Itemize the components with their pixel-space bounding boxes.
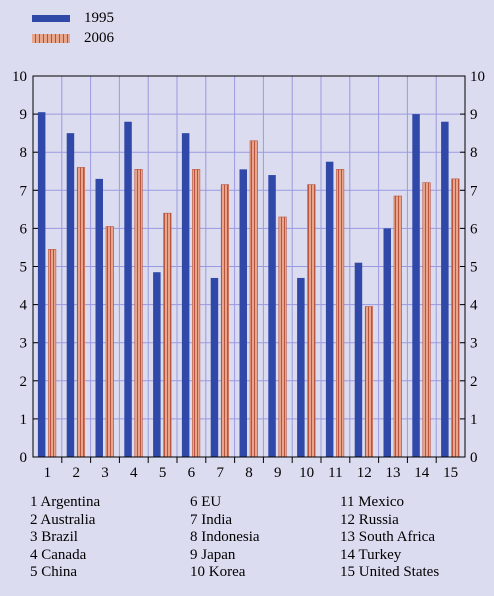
y-tick-label-left: 4 xyxy=(20,298,28,314)
bar-2006 xyxy=(163,212,172,458)
bar-1995 xyxy=(37,112,46,457)
bar-1995 xyxy=(383,228,391,457)
bar-2006 xyxy=(220,184,229,458)
y-tick-label-right: 2 xyxy=(470,374,478,390)
bar-2006 xyxy=(48,249,57,458)
category-key-item: 6 EU xyxy=(190,494,222,510)
bar-1995 xyxy=(354,262,363,457)
y-tick-label-right: 8 xyxy=(470,145,478,161)
y-tick-label-right: 10 xyxy=(470,69,485,85)
x-tick-label: 6 xyxy=(188,465,196,481)
bar-1995 xyxy=(268,175,276,457)
axis-labels: 0 01 12 23 34 45 56 67 78 89 910 101 2 3 4 5 6 7 8 9 10 11 12 1… xyxy=(12,69,485,481)
x-tick-label: 5 xyxy=(159,465,167,481)
category-key-column-2: 6 EU 7 India 8 Indonesia 9 Japan 10 Kore… xyxy=(190,494,340,582)
x-tick-label: 2 xyxy=(72,465,80,481)
bar-2006 xyxy=(192,169,201,458)
y-tick-label-left: 10 xyxy=(12,69,27,85)
legend-item-2006: 2006 xyxy=(32,28,114,48)
grid-lines xyxy=(33,76,465,457)
category-key-item: 15 United States xyxy=(340,564,440,580)
axis-ticks xyxy=(33,75,465,463)
x-tick-label: 14 xyxy=(414,465,430,481)
bar-1995 xyxy=(297,277,305,457)
bar-1995 xyxy=(124,121,132,457)
category-key-column-1: 1 Argentina 2 Australia 3 Brazil 4 Canad… xyxy=(30,494,190,582)
bar-1995 xyxy=(66,133,75,457)
bar-1995 xyxy=(95,178,103,457)
category-key-item: 8 Indonesia xyxy=(190,529,260,545)
y-tick-label-left: 1 xyxy=(20,412,28,428)
y-tick-label-left: 0 xyxy=(20,450,28,466)
bar-2006 xyxy=(249,140,258,458)
y-tick-label-right: 4 xyxy=(470,298,478,314)
category-key: 1 Argentina 2 Australia 3 Brazil 4 Canad… xyxy=(30,494,490,582)
bar-1995 xyxy=(153,272,161,457)
x-tick-label: 1 xyxy=(44,465,52,481)
bar-2006 xyxy=(307,184,316,458)
y-tick-label-right: 7 xyxy=(470,183,478,199)
bar-2006 xyxy=(278,216,287,458)
category-key-item: 13 South Africa xyxy=(340,529,435,545)
category-key-item: 11 Mexico xyxy=(340,494,405,510)
category-key-item: 4 Canada xyxy=(30,546,87,563)
category-key-item: 14 Turkey xyxy=(340,546,402,563)
bars xyxy=(37,112,460,458)
x-tick-label: 4 xyxy=(130,465,138,481)
y-tick-label-left: 5 xyxy=(20,260,28,276)
bar-1995 xyxy=(441,121,449,457)
x-tick-label: 11 xyxy=(328,465,342,481)
bar-2006 xyxy=(422,182,431,458)
bar-2006 xyxy=(451,178,460,458)
bar-1995 xyxy=(412,114,420,457)
bar-2006 xyxy=(134,169,143,458)
bar-1995 xyxy=(210,277,219,457)
y-tick-label-left: 7 xyxy=(20,183,28,199)
category-key-item: 5 China xyxy=(30,564,78,580)
category-key-item: 1 Argentina xyxy=(30,494,101,510)
y-tick-label-left: 8 xyxy=(20,145,28,161)
x-tick-label: 8 xyxy=(245,465,253,481)
category-key-item: 9 Japan xyxy=(190,546,236,563)
y-tick-label-right: 1 xyxy=(470,412,478,428)
bar-1995 xyxy=(239,169,247,457)
legend-swatch-1995 xyxy=(32,14,70,22)
bar-1995 xyxy=(325,161,334,457)
y-tick-label-right: 6 xyxy=(470,221,478,237)
y-tick-label-right: 0 xyxy=(470,450,478,466)
bar-2006 xyxy=(76,167,85,458)
category-key-item: 2 Australia xyxy=(30,511,96,528)
bar-2006 xyxy=(336,169,345,458)
legend: 1995 2006 xyxy=(32,8,114,48)
y-tick-label-left: 2 xyxy=(20,374,28,390)
legend-label-2006: 2006 xyxy=(84,29,114,46)
bar-2006 xyxy=(393,195,402,458)
legend-swatch-2006 xyxy=(32,33,70,43)
y-tick-label-right: 3 xyxy=(470,336,478,352)
category-key-column-3: 11 Mexico 12 Russia 13 South Africa 14 T… xyxy=(340,494,490,582)
category-key-item: 3 Brazil xyxy=(30,529,78,545)
y-tick-label-left: 6 xyxy=(20,221,28,237)
y-tick-label-left: 3 xyxy=(20,336,28,352)
legend-label-1995: 1995 xyxy=(84,9,114,26)
x-tick-label: 9 xyxy=(274,465,282,481)
x-tick-label: 12 xyxy=(357,465,372,481)
category-key-item: 10 Korea xyxy=(190,564,246,580)
y-tick-label-right: 5 xyxy=(470,260,478,276)
legend-item-1995: 1995 xyxy=(32,8,114,28)
category-key-item: 7 India xyxy=(190,511,233,528)
category-key-item: 12 Russia xyxy=(340,511,399,528)
x-tick-label: 10 xyxy=(299,465,314,481)
x-tick-label: 15 xyxy=(443,465,458,481)
bar-1995 xyxy=(181,133,190,457)
bar-2006 xyxy=(105,226,114,458)
bar-2006 xyxy=(364,306,374,458)
x-tick-label: 3 xyxy=(101,465,109,481)
y-tick-label-left: 9 xyxy=(20,107,28,123)
y-tick-label-right: 9 xyxy=(470,107,478,123)
x-tick-label: 13 xyxy=(386,465,401,481)
x-tick-label: 7 xyxy=(216,465,224,481)
